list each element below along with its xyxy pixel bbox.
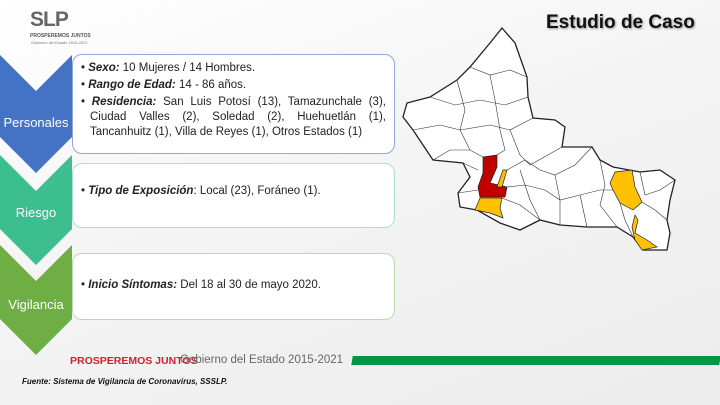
region-yellow [474,197,504,219]
region-yellow [496,169,508,188]
chevron-vigilancia: Vigilancia [0,245,72,355]
slp-logo: SLP PROSPEREMOS JUNTOS Gobierno del Esta… [28,8,108,48]
region-yellow [631,214,658,251]
personales-box: Sexo: 10 Mujeres / 14 Hombres. Rango de … [72,54,395,154]
list-item: Residencia: San Luis Potosí (13), Tamazu… [81,95,386,140]
list-item: Tipo de Exposición: Local (23), Foráneo … [81,184,386,199]
footer-government: Gobierno del Estado 2015-2021 [180,354,344,366]
chevron-riesgo: Riesgo [0,155,72,265]
page-title: Estudio de Caso [546,12,695,33]
list-item: Rango de Edad: 14 - 86 años. [81,78,386,93]
source-note: Fuente: Sistema de Vigilancia de Coronav… [22,377,228,386]
logo-tagline: PROSPEREMOS JUNTOS [30,33,91,39]
riesgo-box: Tipo de Exposición: Local (23), Foráneo … [72,163,395,228]
region-yellow [609,169,643,211]
list-item: Sexo: 10 Mujeres / 14 Hombres. [81,61,386,76]
logo-mark: SLP [30,8,69,31]
footer-green-bar [351,356,720,365]
state-outline [402,26,676,251]
vigilancia-box: Inicio Síntomas: Del 18 al 30 de mayo 20… [72,253,395,320]
chevron-label: Vigilancia [8,297,64,312]
chevron-label: Riesgo [15,205,57,220]
footer-tagline: PROSPEREMOS JUNTOS [70,355,198,367]
chevron-personales: Personales [0,55,72,173]
logo-subtitle: Gobierno del Estado 2015-2021 [31,40,88,45]
chevron-label: Personales [3,115,69,130]
municipal-borders [412,66,676,238]
list-item: Inicio Síntomas: Del 18 al 30 de mayo 20… [81,278,386,293]
